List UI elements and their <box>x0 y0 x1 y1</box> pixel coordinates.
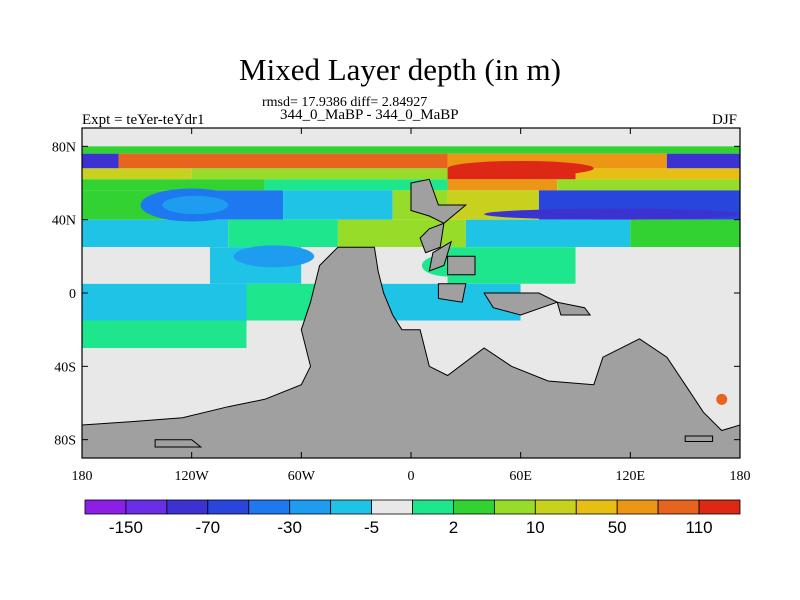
land-mass-0 <box>82 246 740 458</box>
colorbar-label-3: -5 <box>364 518 379 537</box>
field-band-8-segment-0 <box>82 283 247 321</box>
colorbar-swatch-5 <box>289 499 332 515</box>
land-mass-2 <box>419 222 445 254</box>
field-band-6-segment-1 <box>228 219 338 248</box>
field-band-1-segment-0 <box>82 146 740 154</box>
colorbar-swatch-10 <box>493 499 536 515</box>
land-mass-5 <box>437 283 467 303</box>
map-layer <box>82 128 740 458</box>
land-mass-6 <box>483 292 559 316</box>
field-band-4-segment-1 <box>264 179 448 191</box>
y-tick-label-2: 0 <box>69 287 76 302</box>
field-patch-2 <box>484 208 740 220</box>
field-band-4-segment-0 <box>82 179 265 191</box>
chart-title: Mixed Layer depth (in m) <box>239 52 561 87</box>
field-patch-1 <box>162 195 229 215</box>
land-mass-4 <box>447 255 476 276</box>
colorbar-swatch-14 <box>657 499 700 515</box>
colorbar-label-2: -30 <box>277 518 302 537</box>
field-band-2-segment-0 <box>82 153 119 169</box>
field-patch-4 <box>447 161 594 176</box>
field-band-3-segment-1 <box>191 168 448 180</box>
colorbar-label-0: -150 <box>109 518 143 537</box>
field-band-6-segment-3 <box>465 219 631 248</box>
x-tick-label-1: 120W <box>175 469 210 484</box>
colorbar-swatch-0 <box>84 499 127 515</box>
field-band-0-segment-0 <box>82 128 740 147</box>
land-mass-1 <box>410 178 468 224</box>
colorbar-swatch-12 <box>575 499 618 515</box>
x-tick-label-0: 180 <box>72 469 93 484</box>
field-band-3-segment-0 <box>82 168 192 180</box>
field-band-6-segment-2 <box>337 219 466 248</box>
colorbar-label-5: 10 <box>526 518 545 537</box>
x-tick-label-3: 0 <box>408 469 415 484</box>
experiment-label: Expt = teYer-teYdr1 <box>82 112 205 128</box>
colorbar-swatch-15 <box>698 499 741 515</box>
colorbar-swatch-3 <box>207 499 250 515</box>
colorbar-swatch-4 <box>248 499 291 515</box>
colorbar-swatch-8 <box>412 499 454 515</box>
land-mass-9 <box>684 435 714 442</box>
field-band-2-segment-3 <box>666 153 740 169</box>
field-band-5-segment-2 <box>283 190 393 220</box>
x-tick-label-5: 120E <box>616 469 646 484</box>
colorbar-swatch-13 <box>616 499 659 515</box>
colorbar-swatch-2 <box>166 499 209 515</box>
x-tick-label-4: 60E <box>509 469 532 484</box>
field-band-6-segment-4 <box>630 219 740 248</box>
land-mass-8 <box>154 439 203 448</box>
field-band-7-segment-4 <box>575 247 740 284</box>
field-band-4-segment-2 <box>447 179 558 191</box>
field-patch-3 <box>233 245 315 268</box>
field-patch-7 <box>716 393 728 405</box>
colorbar-label-7: 110 <box>686 518 713 537</box>
y-tick-label-0: 80N <box>52 140 76 155</box>
land-mass-3 <box>428 240 453 272</box>
colorbar-label-1: -70 <box>196 518 221 537</box>
colorbar-swatch-6 <box>330 499 372 515</box>
colorbar-swatch-1 <box>125 499 168 515</box>
x-tick-label-6: 180 <box>730 469 751 484</box>
x-tick-label-2: 60W <box>288 469 316 484</box>
stats-label: rmsd= 17.9386 diff= 2.84927 <box>262 95 428 110</box>
season-label: DJF <box>712 112 738 128</box>
y-tick-label-4: 80S <box>54 434 76 449</box>
field-band-7-segment-0 <box>82 247 210 284</box>
land-mass-7 <box>556 301 592 316</box>
field-band-4-segment-3 <box>557 179 740 191</box>
field-band-6-segment-0 <box>82 219 229 248</box>
y-tick-label-1: 40N <box>52 214 76 229</box>
field-band-3-segment-3 <box>575 168 740 180</box>
colorbar-swatch-11 <box>534 499 577 515</box>
period-label: 344_0_MaBP - 344_0_MaBP <box>280 107 459 123</box>
field-band-2-segment-1 <box>118 153 448 169</box>
colorbar-swatch-9 <box>453 499 495 515</box>
colorbar-label-6: 50 <box>608 518 627 537</box>
y-tick-label-3: 40S <box>54 360 76 375</box>
field-band-9-segment-0 <box>82 320 247 348</box>
colorbar-label-4: 2 <box>449 518 458 537</box>
colorbar-swatch-7 <box>371 499 413 515</box>
